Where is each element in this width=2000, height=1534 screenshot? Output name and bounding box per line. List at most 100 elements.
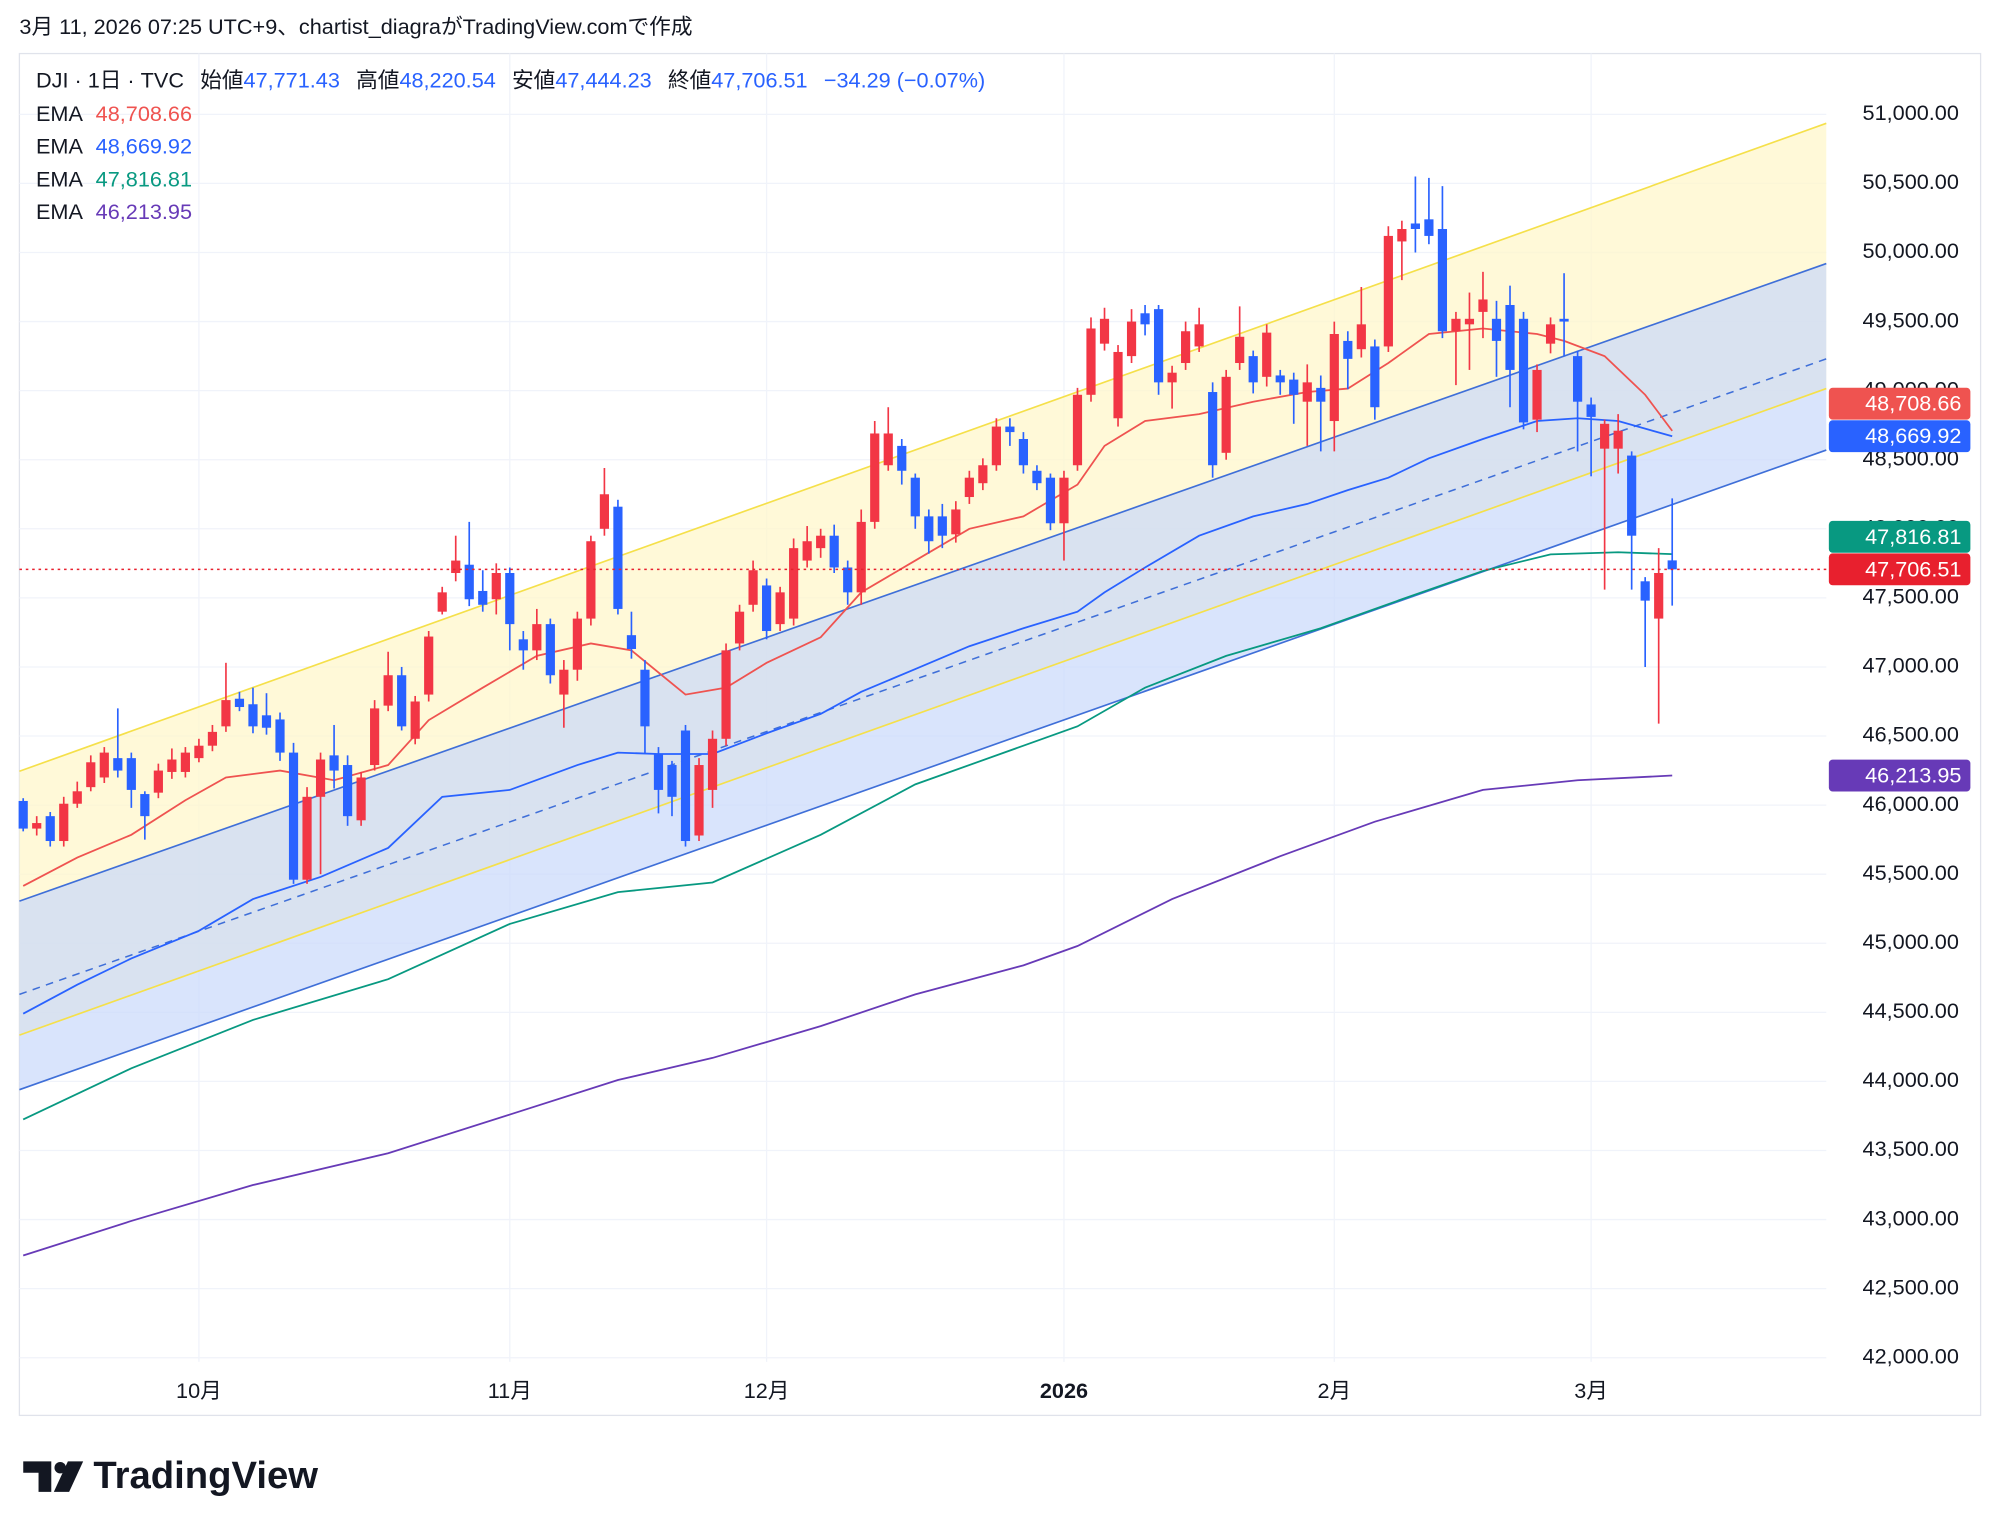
y-tick-label: 47,000.00 (1863, 653, 1959, 678)
candle-body (1559, 318, 1569, 322)
candle-body (829, 535, 839, 568)
candle-body (694, 765, 704, 836)
candle-body (599, 494, 609, 529)
y-tick-label: 46,000.00 (1863, 791, 1959, 816)
channel-center (19, 358, 1827, 996)
candle-body (1072, 394, 1083, 466)
candle-body (1451, 318, 1461, 332)
candle-body (153, 770, 163, 793)
ema-legend: EMA 47,816.81 (36, 166, 192, 191)
ohlc-legend: DJI · 1日 · TVC 始値47,771.43 高値48,220.54 安… (36, 67, 985, 92)
candle-body (545, 624, 555, 676)
x-tick-label: 11月 (488, 1378, 532, 1403)
candle-body (1667, 560, 1677, 570)
candle-body (383, 675, 393, 706)
candle-body (1654, 573, 1664, 619)
ema-line (22, 417, 1673, 1015)
symbol: DJI · 1日 · TVC (36, 67, 184, 92)
candle-body (559, 669, 569, 695)
x-tick-label: 2月 (1317, 1378, 1351, 1403)
candle-body (194, 745, 204, 759)
candle-body (302, 796, 312, 880)
y-tick-label: 45,000.00 (1863, 929, 1959, 954)
ema-legend-value: 47,816.81 (96, 166, 192, 191)
candle-body (1126, 321, 1137, 357)
legend-label: 安値 (512, 67, 555, 92)
ema-legend-value: 46,213.95 (96, 199, 192, 224)
legend-label: 高値 (356, 67, 399, 92)
candle-body (99, 752, 109, 778)
ema-line (22, 774, 1673, 1257)
ema-legend-value: 48,669.92 (96, 133, 192, 158)
candle-body (1424, 219, 1434, 236)
candle-body (626, 635, 637, 649)
candle-body (1194, 324, 1204, 347)
value-box-label: 47,706.51 (1865, 556, 1961, 581)
x-tick-label: 2026 (1040, 1378, 1088, 1403)
value-box-label: 48,708.66 (1865, 391, 1961, 416)
candle-body (464, 564, 474, 600)
candle-body (762, 585, 772, 632)
y-tick-label: 45,500.00 (1863, 860, 1959, 885)
y-tick-label: 51,000.00 (1863, 100, 1959, 125)
legend-value: 47,444.23 (555, 67, 651, 92)
candle-body (32, 823, 42, 829)
candle-body (221, 700, 231, 727)
candle-body (1410, 223, 1420, 230)
candle-body (1518, 318, 1529, 423)
candle-body (640, 669, 650, 727)
value-box-label: 46,213.95 (1865, 763, 1961, 788)
candle-body (1113, 351, 1123, 419)
y-tick-label: 50,500.00 (1863, 169, 1959, 194)
legend-value: 47,771.43 (244, 67, 340, 92)
value-box (1828, 759, 1971, 792)
candle-body (1370, 346, 1380, 408)
candle-body (1464, 318, 1475, 325)
candle-body (1316, 387, 1326, 402)
ema-legend-name: EMA (36, 133, 83, 158)
candle-body (1167, 372, 1177, 383)
candle-body (397, 675, 407, 727)
value-box (1828, 520, 1971, 553)
candle-body (1045, 477, 1056, 524)
y-tick-label: 46,500.00 (1863, 722, 1959, 747)
candle-body (843, 567, 853, 593)
candle-body (964, 477, 974, 498)
candle-body (883, 433, 893, 466)
y-tick-label: 47,500.00 (1863, 584, 1959, 609)
candle-body (978, 465, 988, 484)
x-tick-label: 3月 (1574, 1378, 1608, 1403)
candle-body (1545, 324, 1556, 344)
y-tick-label: 43,000.00 (1863, 1205, 1959, 1230)
candle-body (1235, 336, 1245, 364)
candle-body (1275, 375, 1285, 383)
candle-body (1491, 318, 1502, 341)
candle-body (424, 636, 434, 695)
candle-body (1329, 334, 1339, 422)
candle-body (343, 765, 353, 817)
candle-body (18, 800, 28, 829)
ema-legend-name: EMA (36, 199, 83, 224)
candle-body (478, 590, 488, 605)
candle-body (870, 433, 880, 522)
candle-body (505, 573, 515, 625)
x-tick-label: 12月 (744, 1378, 790, 1403)
channel-line (19, 122, 1827, 773)
candle-body (816, 535, 826, 549)
candle-body (140, 794, 150, 817)
candle-body (572, 618, 582, 670)
logo: TradingView (23, 1454, 318, 1497)
value-box-label: 48,669.92 (1865, 423, 1961, 448)
value-box (1828, 420, 1971, 453)
header: 3月 11, 2026 07:25 UTC+9、chartist_diagraが… (19, 14, 692, 39)
candle-body (1586, 404, 1596, 417)
ema-legend: EMA 48,669.92 (36, 133, 192, 158)
candle-body (1478, 299, 1488, 312)
legend-change: −34.29 (−0.07%) (824, 67, 985, 92)
candle-body (1397, 229, 1407, 242)
plot-area (18, 53, 1827, 1362)
candle-body (329, 755, 339, 771)
legend-value: 48,220.54 (399, 67, 495, 92)
candle-body (1600, 423, 1610, 449)
candle-body (410, 701, 420, 739)
